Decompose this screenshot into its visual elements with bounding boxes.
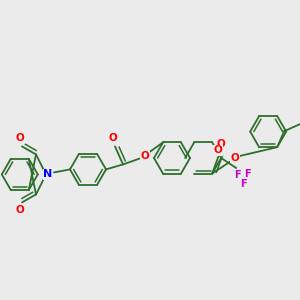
Text: O: O bbox=[109, 134, 117, 143]
Text: O: O bbox=[214, 146, 223, 155]
Text: N: N bbox=[44, 169, 52, 179]
Text: O: O bbox=[16, 134, 24, 143]
Text: O: O bbox=[141, 152, 149, 161]
Text: F: F bbox=[240, 179, 247, 189]
Text: F: F bbox=[244, 169, 250, 179]
Text: O: O bbox=[16, 206, 24, 215]
Text: O: O bbox=[231, 153, 240, 163]
Text: O: O bbox=[217, 139, 226, 148]
Text: F: F bbox=[234, 170, 241, 180]
